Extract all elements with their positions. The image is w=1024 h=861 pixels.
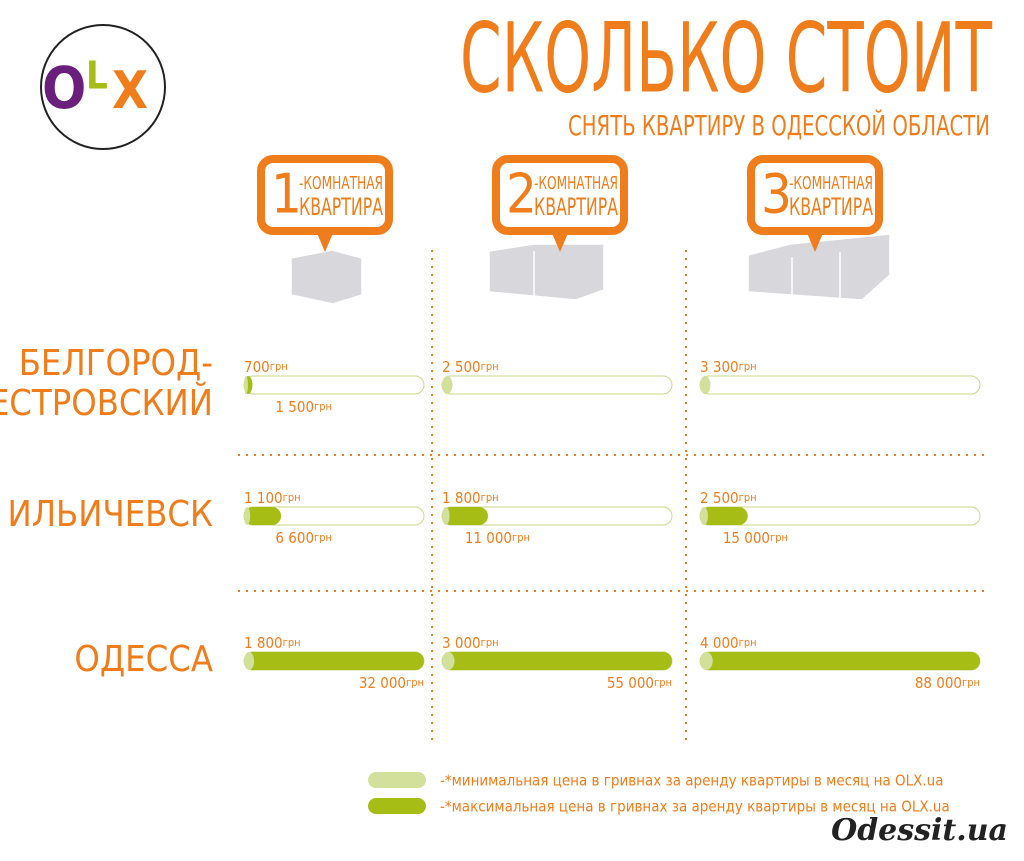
bar-max bbox=[700, 652, 980, 670]
min-label: 700грн bbox=[244, 358, 288, 376]
bar-min bbox=[244, 507, 251, 525]
max-label: 1 500грн bbox=[275, 398, 332, 416]
bar-min bbox=[244, 652, 255, 670]
value-unit: грн bbox=[481, 491, 499, 504]
min-label: 4 000грн bbox=[700, 634, 757, 652]
header-line1: -КОМНАТНАЯ bbox=[534, 173, 618, 194]
bar-min bbox=[442, 507, 450, 525]
value-unit: грн bbox=[962, 676, 980, 689]
city-label: БЕЛГОРОД- bbox=[19, 343, 213, 384]
logo-o: O bbox=[42, 54, 86, 122]
legend-max-swatch bbox=[368, 798, 426, 814]
value-number: 4 000 bbox=[700, 634, 739, 652]
logo-circle bbox=[40, 24, 166, 150]
value-unit: грн bbox=[770, 531, 788, 544]
value-unit: грн bbox=[739, 491, 757, 504]
bar-max bbox=[244, 652, 424, 670]
max-label: 88 000грн bbox=[915, 674, 980, 692]
value-unit: грн bbox=[314, 531, 332, 544]
value-unit: грн bbox=[654, 676, 672, 689]
subtitle: СНЯТЬ КВАРТИРУ В ОДЕССКОЙ ОБЛАСТИ bbox=[568, 108, 990, 142]
city-label: ИЛЬИЧЕВСК bbox=[7, 494, 213, 535]
bar-min bbox=[442, 376, 453, 394]
min-label: 3 000грн bbox=[442, 634, 499, 652]
min-label: 2 500грн bbox=[442, 358, 499, 376]
header-pointer bbox=[552, 233, 568, 252]
value-unit: грн bbox=[739, 636, 757, 649]
value-unit: грн bbox=[739, 360, 757, 373]
watermark: Odessit.ua bbox=[831, 813, 1008, 848]
value-unit: грн bbox=[512, 531, 530, 544]
bar-track bbox=[243, 375, 425, 395]
value-unit: грн bbox=[270, 360, 288, 373]
value-number: 1 500 bbox=[275, 398, 314, 416]
bar-max bbox=[244, 507, 282, 525]
max-label: 15 000грн bbox=[723, 529, 788, 547]
bar-track bbox=[441, 375, 673, 395]
value-number: 3 000 bbox=[442, 634, 481, 652]
bar-track bbox=[699, 375, 981, 395]
value-number: 88 000 bbox=[915, 674, 962, 692]
max-label: 11 000грн bbox=[465, 529, 530, 547]
header-line2: КВАРТИРА bbox=[534, 193, 618, 221]
header-pointer bbox=[807, 233, 823, 252]
value-number: 1 100 bbox=[244, 489, 283, 507]
header-line2: КВАРТИРА bbox=[299, 193, 383, 221]
value-number: 32 000 bbox=[359, 674, 406, 692]
value-number: 11 000 bbox=[465, 529, 512, 547]
logo-x: X bbox=[112, 61, 148, 121]
header-number: 2 bbox=[506, 163, 537, 226]
min-label: 1 100грн bbox=[244, 489, 301, 507]
value-number: 3 300 bbox=[700, 358, 739, 376]
value-number: 1 800 bbox=[244, 634, 283, 652]
value-number: 2 500 bbox=[700, 489, 739, 507]
title: СКОЛЬКО СТОИТ bbox=[460, 2, 993, 114]
bar-min bbox=[700, 507, 708, 525]
bar-max bbox=[442, 652, 672, 670]
bar-min bbox=[442, 652, 455, 670]
legend-max: -*максимальная цена в гривнах за аренду … bbox=[440, 798, 950, 816]
bar-max bbox=[700, 507, 748, 525]
value-number: 1 800 bbox=[442, 489, 481, 507]
value-unit: грн bbox=[314, 400, 332, 413]
value-unit: грн bbox=[481, 360, 499, 373]
min-label: 1 800грн bbox=[244, 634, 301, 652]
bar-min bbox=[700, 652, 713, 670]
value-number: 6 600 bbox=[275, 529, 314, 547]
value-number: 700 bbox=[244, 358, 270, 376]
min-label: 2 500грн bbox=[700, 489, 757, 507]
value-number: 15 000 bbox=[723, 529, 770, 547]
value-unit: грн bbox=[406, 676, 424, 689]
value-number: 55 000 bbox=[607, 674, 654, 692]
max-label: 55 000грн bbox=[607, 674, 672, 692]
value-unit: грн bbox=[481, 636, 499, 649]
header-pointer bbox=[317, 233, 333, 252]
bar-max bbox=[442, 507, 488, 525]
header-number: 1 bbox=[271, 163, 302, 226]
legend-min-swatch bbox=[368, 772, 426, 788]
min-label: 3 300грн bbox=[700, 358, 757, 376]
header-box bbox=[747, 155, 883, 235]
header-line2: КВАРТИРА bbox=[789, 193, 873, 221]
max-label: 6 600грн bbox=[275, 529, 332, 547]
city-label: ДНЕСТРОВСКИЙ bbox=[0, 382, 213, 424]
value-unit: грн bbox=[283, 636, 301, 649]
header-number: 3 bbox=[761, 163, 792, 226]
header-line1: -КОМНАТНАЯ bbox=[789, 173, 873, 194]
legend-min: -*минимальная цена в гривнах за аренду к… bbox=[440, 772, 944, 790]
value-number: 2 500 bbox=[442, 358, 481, 376]
header-line1: -КОМНАТНАЯ bbox=[299, 173, 383, 194]
header-box bbox=[257, 155, 393, 235]
header-box bbox=[492, 155, 628, 235]
room-boxes bbox=[290, 233, 891, 305]
bar-min bbox=[700, 376, 711, 394]
value-unit: грн bbox=[283, 491, 301, 504]
logo-l: L bbox=[86, 54, 108, 98]
dividers bbox=[238, 250, 990, 740]
max-label: 32 000грн bbox=[359, 674, 424, 692]
bar-min bbox=[244, 376, 248, 394]
city-label: ОДЕССА bbox=[74, 639, 213, 680]
min-label: 1 800грн bbox=[442, 489, 499, 507]
